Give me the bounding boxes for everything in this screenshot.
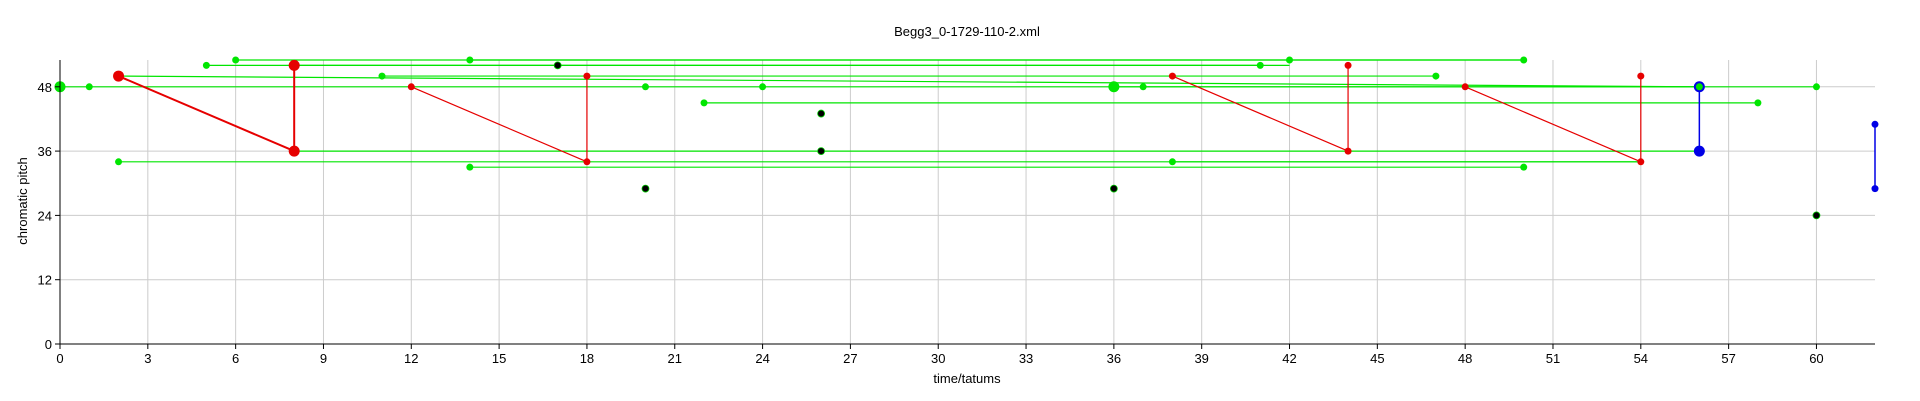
red-note-point [1637, 72, 1645, 80]
green-note-point [1286, 56, 1294, 64]
x-tick-label: 0 [56, 351, 63, 366]
x-tick-label: 24 [755, 351, 769, 366]
green-note-point [1812, 83, 1820, 91]
blue-note-point [1871, 185, 1879, 193]
x-tick-label: 54 [1634, 351, 1648, 366]
red-connection-line [1172, 75, 1349, 152]
red-connections [118, 65, 1642, 163]
red-note-point [583, 158, 591, 166]
red-note-point [288, 59, 300, 71]
x-tick-label: 60 [1809, 351, 1823, 366]
y-tick-label: 24 [38, 208, 52, 223]
x-tick-label: 27 [843, 351, 857, 366]
blue-note-point [1693, 145, 1705, 157]
y-tick-label: 12 [38, 273, 52, 288]
green-note-point [466, 56, 474, 64]
red-connection-line [118, 75, 295, 153]
red-note-point [1344, 147, 1352, 155]
red-note-point [583, 72, 591, 80]
green-note-point [1520, 163, 1528, 171]
red-note-point [1344, 61, 1352, 69]
black-note-point [641, 184, 650, 193]
red-connection-line [411, 86, 588, 163]
black-note-point [817, 109, 826, 118]
red-note-point [1637, 158, 1645, 166]
x-tick-label: 9 [320, 351, 327, 366]
x-tick-label: 36 [1107, 351, 1121, 366]
red-note-point [1461, 83, 1469, 91]
green-note-point [641, 83, 649, 91]
green-note-point [700, 99, 708, 107]
blue-note-point [1871, 120, 1879, 128]
y-tick-label: 48 [38, 80, 52, 95]
green-note-point [1139, 83, 1147, 91]
green-note-point [1168, 158, 1176, 166]
x-tick-label: 45 [1370, 351, 1384, 366]
x-tick-label: 21 [668, 351, 682, 366]
x-tick-label: 18 [580, 351, 594, 366]
y-axis-label: chromatic pitch [15, 157, 30, 244]
x-tick-label: 39 [1194, 351, 1208, 366]
green-note-point [1432, 72, 1440, 80]
x-tick-label: 48 [1458, 351, 1472, 366]
x-tick-label: 6 [232, 351, 239, 366]
green-note-point [759, 83, 767, 91]
axes: 0 3 6 9 12 15 18 21 24 27 30 33 36 39 42 45 48 51 54 57 6001… [38, 60, 1875, 366]
red-note-point [113, 70, 125, 82]
x-tick-label: 30 [931, 351, 945, 366]
x-tick-label: 33 [1019, 351, 1033, 366]
y-tick-label: 0 [45, 337, 52, 352]
y-tick-label: 36 [38, 144, 52, 159]
green-note-point [85, 83, 93, 91]
green-note-point [1108, 81, 1120, 93]
green-note-point [1256, 61, 1264, 69]
x-axis-label: time/tatums [933, 371, 1001, 386]
green-note-point [1754, 99, 1762, 107]
red-note-point [407, 83, 415, 91]
x-tick-label: 12 [404, 351, 418, 366]
x-tick-label: 15 [492, 351, 506, 366]
green-note-point [1520, 56, 1528, 64]
red-note-point [1168, 72, 1176, 80]
x-tick-label: 57 [1721, 351, 1735, 366]
black-note-point [1812, 211, 1821, 220]
chart-title: Begg3_0-1729-110-2.xml [894, 24, 1040, 39]
black-note-point [817, 147, 826, 155]
black-note-point [553, 61, 562, 70]
green-note-point [378, 72, 386, 80]
x-tick-label: 3 [144, 351, 151, 366]
black-note-point [1109, 184, 1118, 193]
red-connection-line [1464, 86, 1642, 163]
red-note-point [288, 145, 300, 157]
green-note-point [232, 56, 240, 64]
x-tick-label: 42 [1282, 351, 1296, 366]
green-note-point [202, 61, 210, 69]
green-note-point [1695, 83, 1703, 91]
green-note-point [115, 158, 123, 166]
green-note-point [466, 163, 474, 171]
green-connections [60, 59, 1817, 168]
note-points [54, 56, 1879, 220]
x-tick-label: 51 [1546, 351, 1560, 366]
blue-connections [1698, 86, 1876, 189]
